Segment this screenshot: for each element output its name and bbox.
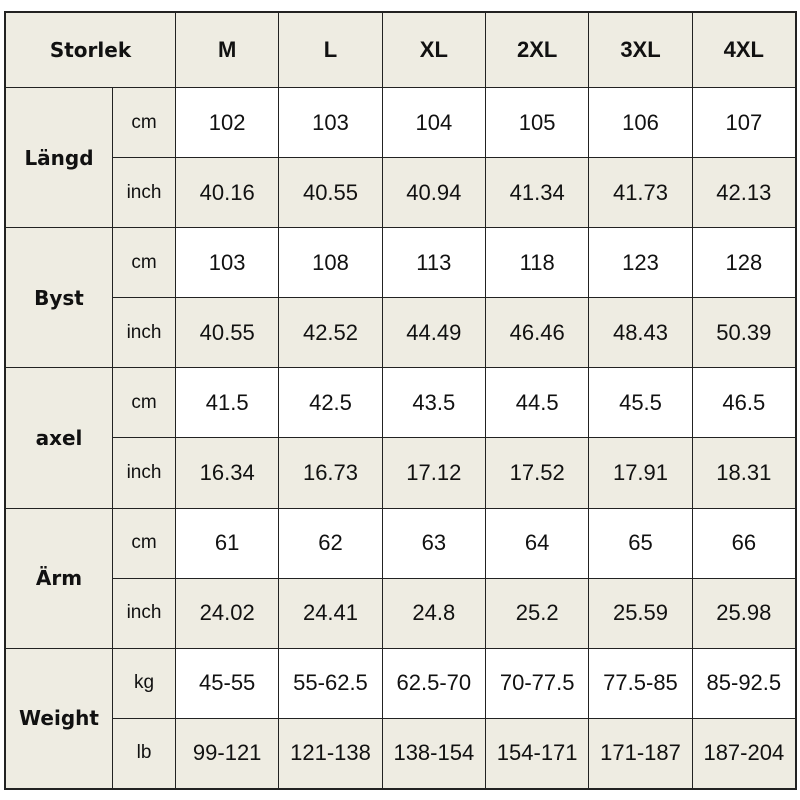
measurement-label: axel <box>6 368 112 508</box>
unit-label: inch <box>113 438 175 508</box>
table-cell: 102 <box>176 88 279 158</box>
table-cell: 25.98 <box>692 578 795 648</box>
measurement-label: Weight <box>6 648 112 788</box>
table-cell: 44.5 <box>486 368 589 438</box>
table-cell: 43.5 <box>382 368 485 438</box>
table-cell: 99-121 <box>176 718 279 788</box>
table-cell: 85-92.5 <box>692 648 795 718</box>
unit-label: kg <box>113 648 175 718</box>
table-cell: 154-171 <box>486 718 589 788</box>
table-cell: 18.31 <box>692 438 795 508</box>
table-cell: 61 <box>176 508 279 578</box>
table-cell: 105 <box>486 88 589 158</box>
table-cell: 17.12 <box>382 438 485 508</box>
table-cell: 50.39 <box>692 298 795 368</box>
table-cell: 45.5 <box>589 368 692 438</box>
size-header: 2XL <box>486 13 589 87</box>
table-cell: 42.52 <box>279 298 382 368</box>
table-cell: 40.94 <box>382 158 485 228</box>
table-cell: 66 <box>692 508 795 578</box>
table-cell: 64 <box>486 508 589 578</box>
unit-label: cm <box>113 368 175 438</box>
table-cell: 70-77.5 <box>486 648 589 718</box>
table-cell: 40.55 <box>279 158 382 228</box>
size-header: M <box>176 13 279 87</box>
table-cell: 42.13 <box>692 158 795 228</box>
table-cell: 17.91 <box>589 438 692 508</box>
table-cell: 40.55 <box>176 298 279 368</box>
table-cell: 106 <box>589 88 692 158</box>
table-cell: 25.59 <box>589 578 692 648</box>
table-cell: 121-138 <box>279 718 382 788</box>
table-cell: 41.34 <box>486 158 589 228</box>
table-cell: 44.49 <box>382 298 485 368</box>
table-cell: 103 <box>176 228 279 298</box>
table-cell: 107 <box>692 88 795 158</box>
header-title: Storlek <box>6 13 175 87</box>
table-cell: 48.43 <box>589 298 692 368</box>
table-cell: 171-187 <box>589 718 692 788</box>
size-header: 4XL <box>692 13 795 87</box>
table-cell: 40.16 <box>176 158 279 228</box>
table-cell: 128 <box>692 228 795 298</box>
table-cell: 65 <box>589 508 692 578</box>
table-cell: 62 <box>279 508 382 578</box>
table-cell: 45-55 <box>176 648 279 718</box>
size-header: L <box>279 13 382 87</box>
unit-label: inch <box>113 158 175 228</box>
table-cell: 16.34 <box>176 438 279 508</box>
table-cell: 25.2 <box>486 578 589 648</box>
table-cell: 24.02 <box>176 578 279 648</box>
unit-label: inch <box>113 578 175 648</box>
measurement-label: Ärm <box>6 508 112 648</box>
table-cell: 77.5-85 <box>589 648 692 718</box>
table-cell: 138-154 <box>382 718 485 788</box>
table-cell: 24.41 <box>279 578 382 648</box>
table-cell: 103 <box>279 88 382 158</box>
table-cell: 46.46 <box>486 298 589 368</box>
table-cell: 63 <box>382 508 485 578</box>
table-cell: 16.73 <box>279 438 382 508</box>
unit-label: inch <box>113 298 175 368</box>
table-cell: 123 <box>589 228 692 298</box>
measurement-label: Byst <box>6 228 112 368</box>
table-cell: 187-204 <box>692 718 795 788</box>
table-cell: 41.5 <box>176 368 279 438</box>
table-cell: 24.8 <box>382 578 485 648</box>
table-cell: 46.5 <box>692 368 795 438</box>
unit-label: lb <box>113 718 175 788</box>
table-cell: 113 <box>382 228 485 298</box>
table-cell: 17.52 <box>486 438 589 508</box>
size-chart-table: Storlek M L XL 2XL 3XL 4XL Längd cm 102 103 104 105 1… <box>4 11 797 790</box>
table-cell: 104 <box>382 88 485 158</box>
table-cell: 41.73 <box>589 158 692 228</box>
table-cell: 108 <box>279 228 382 298</box>
table-cell: 42.5 <box>279 368 382 438</box>
unit-label: cm <box>113 88 175 158</box>
unit-label: cm <box>113 508 175 578</box>
unit-label: cm <box>113 228 175 298</box>
table-cell: 118 <box>486 228 589 298</box>
measurement-label: Längd <box>6 88 112 228</box>
size-header: 3XL <box>589 13 692 87</box>
table-cell: 55-62.5 <box>279 648 382 718</box>
size-header: XL <box>382 13 485 87</box>
table-cell: 62.5-70 <box>382 648 485 718</box>
